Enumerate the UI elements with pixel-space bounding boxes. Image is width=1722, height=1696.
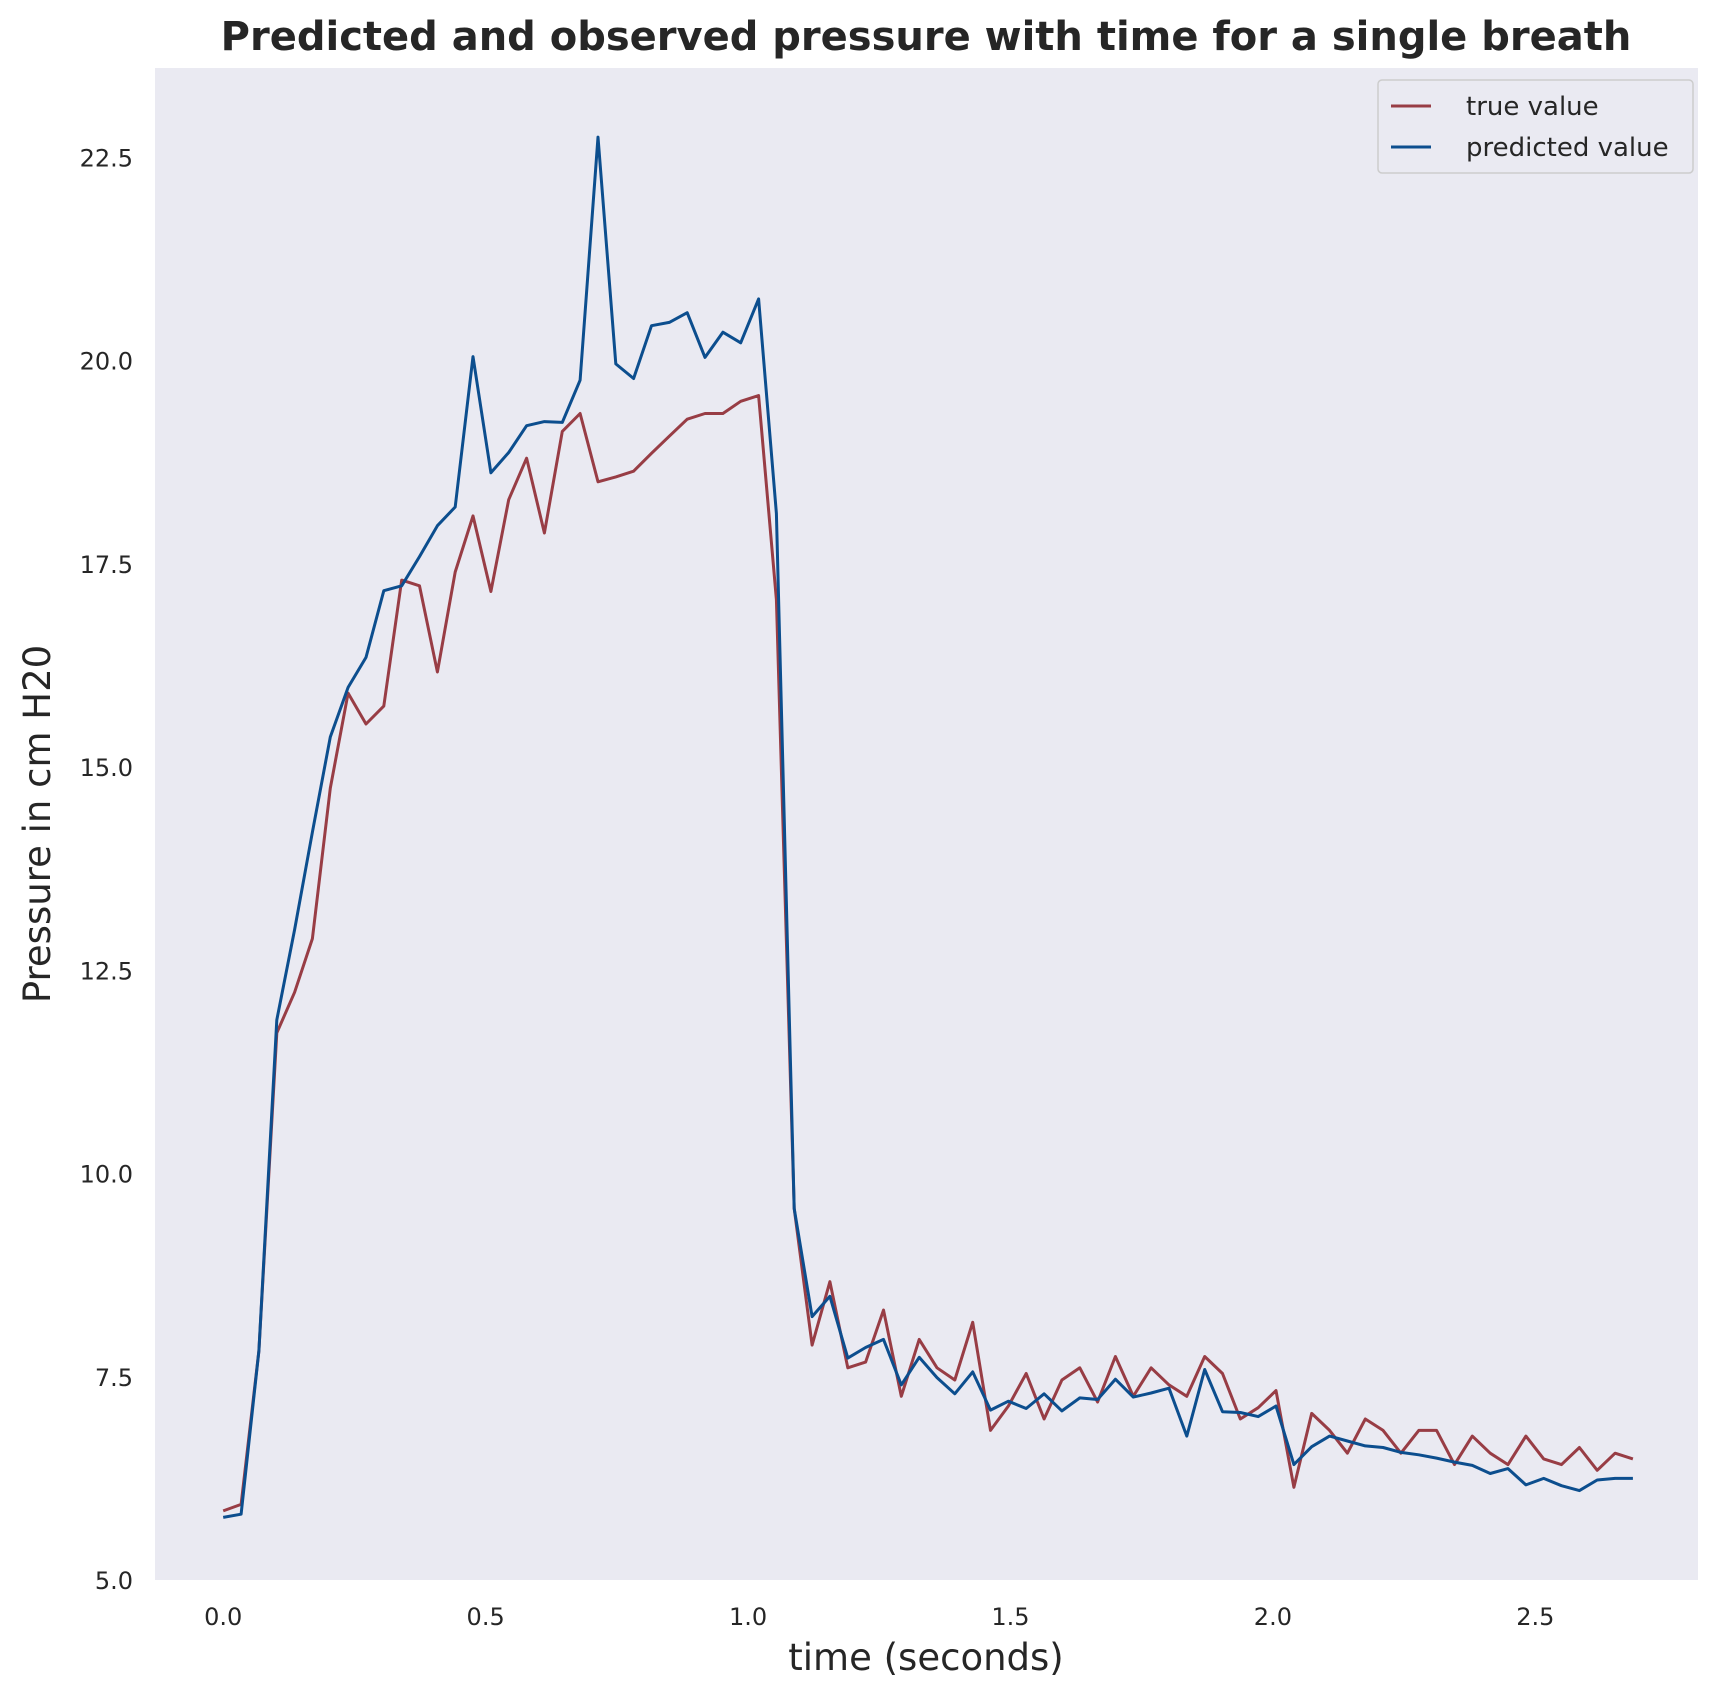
- series-line-true-value: [222, 394, 1634, 1513]
- y-tick-label: 20.0: [80, 348, 133, 376]
- x-tick-label: 0.5: [467, 1603, 505, 1631]
- y-tick-label: 7.5: [95, 1364, 133, 1392]
- y-tick-label: 12.5: [80, 957, 133, 985]
- y-tick-label: 17.5: [80, 551, 133, 579]
- plot-area: [155, 68, 1698, 1580]
- chart-title: Predicted and observed pressure with tim…: [221, 14, 1632, 60]
- x-tick-label: 2.0: [1254, 1603, 1292, 1631]
- legend-label-true-value: true value: [1466, 92, 1599, 122]
- y-tick-label: 22.5: [80, 144, 133, 172]
- x-tick-label: 0.0: [204, 1603, 242, 1631]
- x-axis-label: time (seconds): [788, 1636, 1063, 1679]
- x-tick-label: 2.5: [1516, 1603, 1554, 1631]
- y-axis-ticks: 5.0 7.5 10.0 12.5 15.0 17.5 20.0 22.5: [80, 144, 133, 1595]
- series-layer: [222, 135, 1634, 1519]
- x-tick-label: 1.5: [991, 1603, 1029, 1631]
- legend-label-predicted-value: predicted value: [1466, 133, 1669, 163]
- x-axis-ticks: 0.0 0.5 1.0 1.5 2.0 2.5: [204, 1603, 1554, 1631]
- y-axis-label: Pressure in cm H20: [16, 645, 59, 1003]
- legend: true value predicted value: [1377, 79, 1694, 174]
- x-tick-label: 1.0: [729, 1603, 767, 1631]
- legend-box: [1377, 79, 1694, 174]
- y-tick-label: 15.0: [80, 754, 133, 782]
- y-tick-label: 5.0: [95, 1567, 133, 1595]
- y-tick-label: 10.0: [80, 1161, 133, 1189]
- series-line-predicted-value: [222, 135, 1633, 1519]
